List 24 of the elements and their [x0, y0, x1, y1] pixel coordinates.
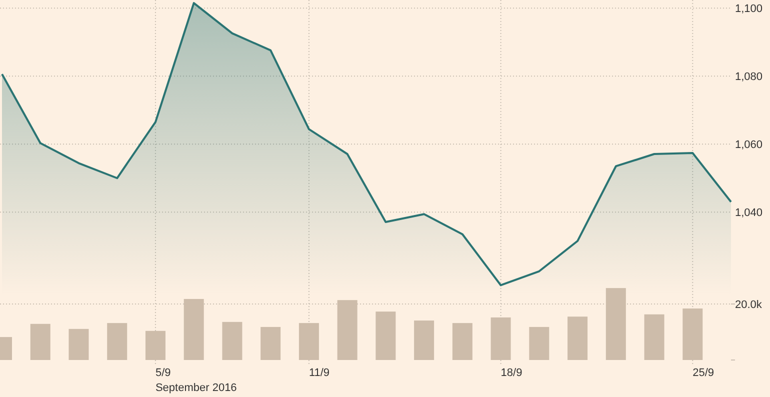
x-tick-label: 18/9 — [500, 367, 522, 379]
x-axis-title: September 2016 — [155, 382, 237, 394]
x-tick-label: 5/9 — [155, 367, 171, 379]
bar — [376, 312, 396, 360]
x-tick-label: 25/9 — [692, 367, 714, 379]
bar — [68, 328, 89, 360]
bar — [529, 326, 550, 360]
x-tick-label: 11/9 — [308, 367, 330, 379]
bar — [452, 323, 472, 360]
bar — [260, 326, 281, 360]
bar — [568, 316, 588, 360]
bar — [222, 322, 242, 360]
bar — [184, 298, 204, 360]
bar — [30, 324, 50, 360]
y-tick-label: 1,080 — [735, 71, 763, 84]
bar — [644, 314, 664, 360]
bar — [606, 288, 626, 360]
bar — [414, 320, 434, 360]
y2-tick-label: 20.0k — [735, 299, 762, 312]
bar — [337, 300, 358, 360]
y-tick-label: 1,040 — [735, 207, 763, 220]
bar — [107, 323, 128, 360]
y-tick-label: 1,100 — [735, 3, 763, 16]
y-tick-label: 1,060 — [735, 139, 763, 152]
